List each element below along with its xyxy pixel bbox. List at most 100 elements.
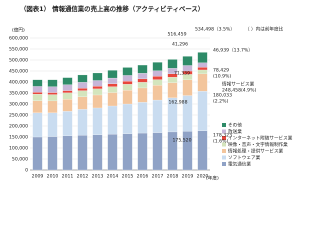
bar-segment bbox=[62, 84, 73, 91]
bar-segment bbox=[137, 78, 148, 83]
bar-segment bbox=[137, 64, 148, 74]
annotation: (2.2%) bbox=[213, 99, 228, 105]
legend-swatch bbox=[222, 129, 226, 134]
annotation: 180,033 bbox=[213, 93, 232, 99]
chart: （図表1） 情報通信業の売上高の推移（アクティビティベース） (億円) (年度)… bbox=[9, 4, 293, 182]
bar-segment bbox=[137, 82, 148, 89]
bar-segment bbox=[47, 136, 58, 171]
annotation: 71,339 bbox=[174, 71, 190, 77]
bar-segment bbox=[167, 77, 178, 83]
bar-segment bbox=[122, 133, 133, 171]
y-tick-label: 400,000 bbox=[9, 80, 28, 86]
x-tick-label: 2014 bbox=[107, 174, 119, 180]
annotation: 178,323 bbox=[213, 133, 232, 139]
y-tick-label: 550,000 bbox=[9, 47, 28, 53]
legend-swatch bbox=[222, 162, 226, 166]
bar-segment bbox=[122, 67, 133, 76]
y-tick-label: 50,000 bbox=[12, 157, 28, 163]
bar-segment bbox=[122, 103, 133, 134]
bar-segment bbox=[152, 70, 163, 77]
legend-label: ソフトウェア業 bbox=[228, 154, 261, 161]
legend-label: インターネット附随サービス業 bbox=[228, 135, 293, 142]
y-tick-label: 600,000 bbox=[9, 36, 28, 42]
bar-segment bbox=[47, 79, 58, 87]
y-tick-label: 0 bbox=[25, 168, 28, 174]
bar-segment bbox=[182, 131, 193, 171]
annotation: (10.9%) bbox=[213, 74, 231, 80]
legend-label: 電気通信業 bbox=[228, 161, 251, 168]
bar-segment bbox=[77, 109, 88, 136]
annotation: 175,520 bbox=[173, 138, 192, 144]
bar-segment bbox=[107, 77, 118, 84]
bar-segment bbox=[182, 79, 193, 96]
bar-segment bbox=[152, 62, 163, 71]
x-tick-label: 2018 bbox=[167, 174, 179, 180]
bar-segment bbox=[197, 62, 208, 68]
bar-segment bbox=[77, 88, 88, 91]
bar-segment bbox=[152, 85, 163, 101]
legend-swatch bbox=[222, 123, 226, 127]
bar-segment bbox=[32, 86, 43, 93]
y-tick-label: 100,000 bbox=[9, 146, 28, 152]
bar-segment bbox=[32, 93, 43, 101]
x-axis-label: (年度) bbox=[206, 175, 219, 182]
bar-segment bbox=[47, 92, 58, 95]
legend-swatch bbox=[222, 155, 226, 160]
bar-segment bbox=[92, 86, 103, 89]
bar-segment bbox=[197, 73, 208, 92]
bar-segment bbox=[62, 99, 73, 112]
bar-segment bbox=[62, 90, 73, 93]
y-axis-label: (億円) bbox=[12, 27, 25, 34]
bar-segment bbox=[137, 87, 148, 103]
bar-segment bbox=[197, 52, 208, 63]
bar-segment bbox=[197, 91, 208, 131]
bar-segment bbox=[107, 92, 118, 107]
bar-segment bbox=[152, 99, 163, 133]
annotation: 162,988 bbox=[169, 100, 188, 106]
bar-segment bbox=[47, 94, 58, 102]
x-tick-label: 2011 bbox=[62, 174, 74, 180]
bar-segment bbox=[107, 70, 118, 79]
bar-segment bbox=[137, 73, 148, 80]
annotation: 516,459 bbox=[168, 32, 187, 38]
bar-segment bbox=[107, 83, 118, 87]
bar-segment bbox=[92, 134, 103, 171]
bar-segment bbox=[197, 69, 208, 75]
legend-label: 映像・音声・文字情報制作業 bbox=[228, 141, 288, 148]
annotation: （ ）内は前年度比 bbox=[245, 26, 284, 33]
bar-segment bbox=[77, 82, 88, 89]
legend-swatch bbox=[222, 149, 226, 153]
legend-label: 放送業 bbox=[228, 128, 242, 135]
annotation: 248,458(4.9%) bbox=[222, 88, 256, 94]
bar-segment bbox=[137, 102, 148, 134]
bar-segment bbox=[47, 100, 58, 113]
x-tick-label: 2017 bbox=[152, 174, 164, 180]
legend-label: 情報処理・提供サービス業 bbox=[228, 148, 284, 155]
bar-segment bbox=[152, 79, 163, 86]
bar-segment bbox=[182, 65, 193, 72]
bar-segment bbox=[77, 96, 88, 110]
bar-segment bbox=[182, 56, 193, 66]
bar-segment bbox=[107, 86, 118, 93]
y-tick-label: 150,000 bbox=[9, 135, 28, 141]
y-tick-label: 500,000 bbox=[9, 58, 28, 64]
y-tick-label: 200,000 bbox=[9, 124, 28, 130]
bar-segment bbox=[107, 134, 118, 171]
bar-segment bbox=[167, 59, 178, 69]
bar-segment bbox=[122, 84, 133, 91]
x-tick-label: 2010 bbox=[47, 174, 59, 180]
legend-label: その他 bbox=[228, 122, 242, 129]
x-tick-label: 2016 bbox=[137, 174, 149, 180]
bar-segment bbox=[32, 92, 43, 95]
bar-segment bbox=[62, 77, 73, 85]
y-tick-label: 450,000 bbox=[9, 69, 28, 75]
bar-segment bbox=[197, 67, 208, 71]
bar-segment bbox=[62, 135, 73, 171]
bar-segment bbox=[32, 100, 43, 113]
x-tick-label: 2020 bbox=[197, 174, 209, 180]
bar-segment bbox=[122, 90, 133, 105]
bar-segment bbox=[137, 132, 148, 171]
bar-segment bbox=[152, 132, 163, 171]
annotation: 情報サービス業 bbox=[222, 81, 255, 88]
bar-segment bbox=[122, 81, 133, 85]
